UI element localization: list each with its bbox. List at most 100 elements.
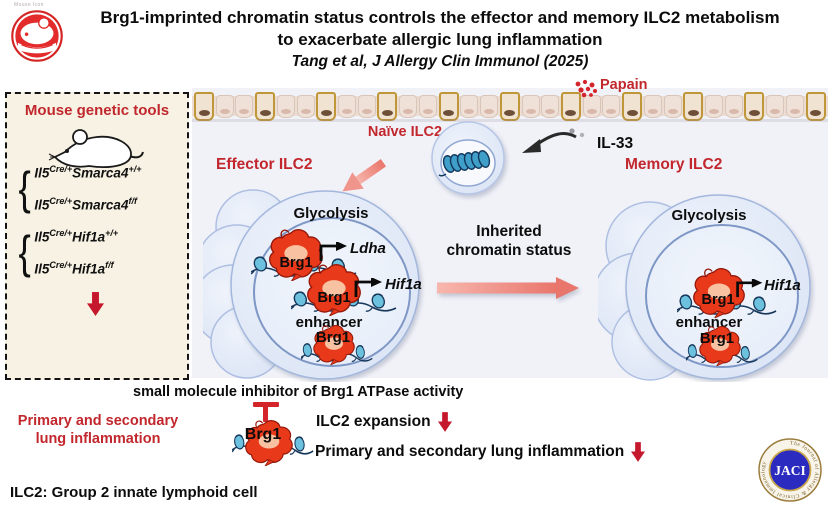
il33-label: IL-33 (597, 135, 634, 152)
cell-nucleus (361, 109, 372, 114)
mouse-icon (48, 129, 144, 168)
epithelial-cell (399, 95, 418, 118)
cell-nucleus (504, 110, 516, 116)
cell-nucleus (626, 110, 638, 116)
transcription-arrow-icon (354, 278, 384, 299)
epithelial-cell (460, 95, 479, 118)
cell-nucleus (320, 110, 332, 116)
papain-label: Papain (600, 77, 648, 93)
cell-nucleus (443, 110, 455, 116)
cell-nucleus (647, 109, 658, 114)
epithelial-cell (541, 95, 560, 118)
cell-nucleus (586, 109, 597, 114)
cell-nucleus (728, 109, 739, 114)
inflammation-label: Primary and secondary lung inflammation (315, 443, 625, 460)
jaci-seal: The Journal of Allergy & Clinical Immuno… (757, 437, 823, 503)
goblet-cell (683, 92, 704, 121)
epithelium (192, 90, 828, 124)
brg1-label: Brg1 (699, 330, 735, 347)
goblet-cell (194, 92, 214, 121)
condensed-chromatin-coil (442, 150, 491, 173)
cell-nucleus (464, 109, 475, 114)
effect-expansion: ILC2 expansion (316, 412, 452, 432)
epithelial-cell (215, 95, 234, 118)
cell-nucleus (484, 109, 495, 114)
cell-nucleus (300, 109, 311, 114)
papain-particles-icon (575, 79, 597, 98)
inhibition-stem-icon (263, 406, 268, 422)
cell-nucleus (565, 110, 577, 116)
down-arrow-icon (87, 292, 104, 316)
cell-nucleus (422, 109, 433, 114)
mouse-genetic-tools-box: Mouse genetic tools { Il5Cre/+Smarca4+/+… (5, 92, 189, 447)
title-line-2: to exacerbate allergic lung inflammation (277, 30, 603, 49)
tools-outcome-label: Primary and secondary lung inflammation (17, 413, 179, 447)
cell-nucleus (687, 110, 699, 116)
inhibitor-label: small molecule inhibitor of Brg1 ATPase … (133, 384, 464, 400)
epithelial-cell (235, 95, 254, 118)
epithelial-cell (521, 95, 540, 118)
epithelial-cell (724, 95, 743, 118)
enhancer-label: enhancer (295, 314, 363, 331)
ilc2-expansion-label: ILC2 expansion (316, 413, 431, 430)
goblet-cell (316, 92, 337, 121)
citation: Tang et al, J Allergy Clin Immunol (2025… (291, 53, 589, 70)
condensed-chromatin-tail (438, 173, 447, 177)
title-line-1: Brg1-imprinted chromatin status controls… (100, 8, 780, 27)
cell-nucleus (748, 110, 760, 116)
cell-nucleus (545, 109, 556, 114)
epithelial-cell (643, 95, 662, 118)
transcription-arrow-icon (319, 242, 349, 263)
epithelial-cell (704, 95, 723, 118)
cell-nucleus (342, 109, 353, 114)
hif1a-gene-label: Hif1a (764, 277, 801, 294)
inherited-status-label: Inherited chromatin status (430, 222, 588, 260)
brg1-label: Brg1 (317, 290, 351, 306)
epithelial-cell (357, 95, 376, 118)
ldha-gene-label: Ldha (350, 240, 386, 257)
brg1-label: Brg1 (244, 426, 282, 443)
cell-nucleus (606, 109, 617, 114)
jaci-abbr: JACI (774, 463, 806, 478)
activation-arrow-icon (342, 158, 387, 192)
cell-nucleus (708, 109, 719, 114)
goblet-cell (377, 92, 398, 121)
brg1-label: Brg1 (701, 292, 735, 308)
brace: { (18, 162, 31, 214)
down-arrow-icon (631, 442, 646, 462)
enhancer-label: enhancer (675, 314, 743, 331)
figure-title: Brg1-imprinted chromatin status controls… (60, 7, 820, 72)
cell-nucleus (810, 110, 822, 116)
cell-nucleus (667, 109, 678, 114)
ilc2-definition: ILC2: Group 2 innate lymphoid cell (10, 484, 258, 501)
memory-ilc2-label: Memory ILC2 (625, 156, 723, 173)
effect-inflammation: Primary and secondary lung inflammation (315, 442, 646, 462)
il33-arrow-icon (522, 132, 577, 153)
il33-molecules-icon (569, 128, 585, 138)
cell-nucleus (219, 109, 230, 114)
logo-caption: Mouse Icon (14, 2, 44, 8)
hif1a-genotype-group: { Il5Cre/+Hif1a+/+ Il5Cre/+Hif1af/f (17, 228, 119, 276)
genotype-row: Il5Cre/+Hif1a+/+ (34, 228, 119, 245)
cell-nucleus (381, 110, 393, 116)
cell-nucleus (239, 109, 250, 114)
inhibition-bar-icon (253, 402, 279, 407)
epithelial-cell (480, 95, 499, 118)
effector-glycolysis-label: Glycolysis (293, 205, 369, 222)
inherited-line-2: chromatin status (446, 242, 572, 259)
smarca4-genotype-group: { Il5Cre/+Smarca4+/+ Il5Cre/+Smarca4f/f (17, 162, 142, 214)
epithelial-cell (785, 95, 804, 118)
epithelial-cell (663, 95, 682, 118)
brg1-label: Brg1 (315, 329, 351, 346)
cell-nucleus (789, 109, 800, 114)
genotype-row: Il5Cre/+Smarca4+/+ (34, 164, 142, 181)
transcription-arrow-icon (736, 279, 764, 299)
goblet-cell (438, 92, 459, 121)
epithelial-cell (296, 95, 315, 118)
effector-ilc2-label: Effector ILC2 (216, 156, 313, 173)
epithelial-cell (338, 95, 357, 118)
cell-nucleus (259, 110, 271, 116)
cell-nucleus (770, 109, 781, 114)
jaci-logo-icon: The Journal of Allergy & Clinical Immuno… (758, 438, 822, 502)
